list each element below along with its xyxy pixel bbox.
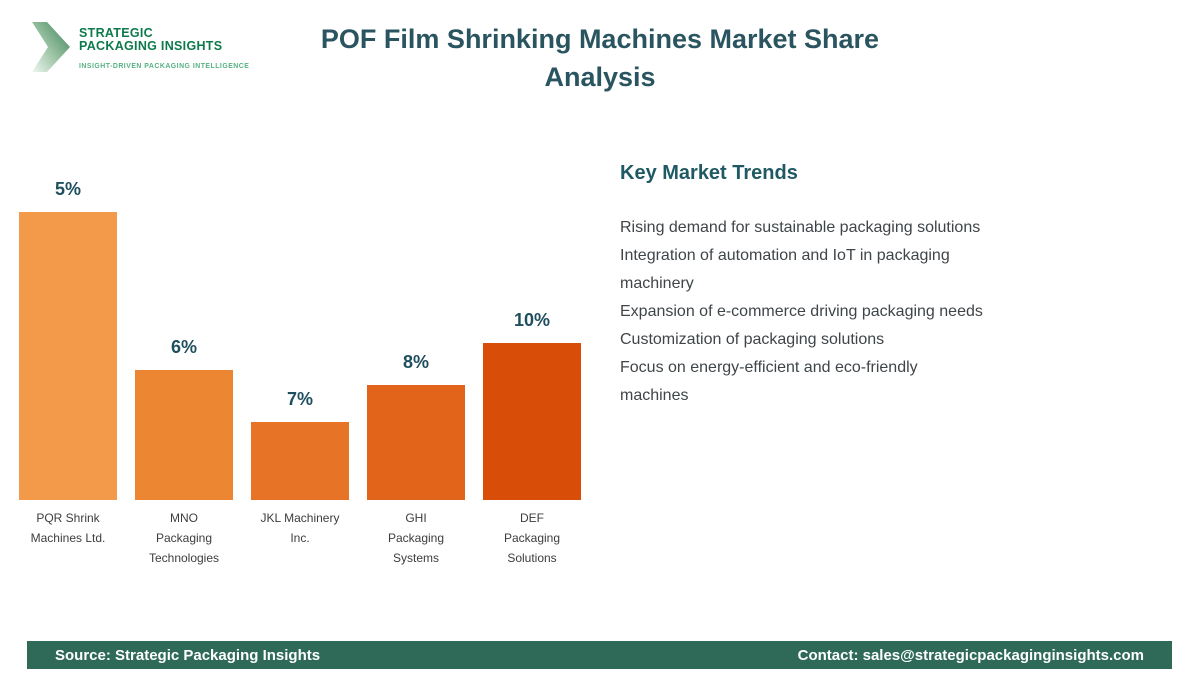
logo-text: STRATEGIC PACKAGING INSIGHTS INSIGHT-DRI… xyxy=(79,14,250,71)
chevron-logo-icon xyxy=(32,22,70,72)
trend-line: Focus on energy-efficient and eco-friend… xyxy=(620,359,918,376)
logo-name-line1: STRATEGIC xyxy=(79,26,153,40)
bar-chart: 5% 6% 7% 8% 10% xyxy=(19,172,581,500)
bar-def xyxy=(483,343,581,500)
key-market-trends-panel: Key Market Trends Rising demand for sust… xyxy=(620,161,1090,410)
trend-item: Customization of packaging solutions xyxy=(620,326,1090,354)
trend-line: Expansion of e-commerce driving packagin… xyxy=(620,303,983,320)
footer-source: Source: Strategic Packaging Insights xyxy=(55,646,321,664)
label-line: Inc. xyxy=(290,531,310,545)
page-title-line1: POF Film Shrinking Machines Market Share xyxy=(320,24,880,54)
category-label-mno: MNO Packaging Technologies xyxy=(135,500,233,568)
bar-group-def: 10% xyxy=(483,311,581,500)
trend-line: Integration of automation and IoT in pac… xyxy=(620,247,950,264)
bar-pqr xyxy=(19,212,117,500)
value-label: 8% xyxy=(402,352,429,372)
bar-ghi xyxy=(367,385,465,500)
label-line: PQR Shrink xyxy=(36,511,100,525)
value-label: 7% xyxy=(286,389,313,409)
label-line: Technologies xyxy=(148,551,220,565)
logo-name-line2: PACKAGING INSIGHTS xyxy=(79,39,223,53)
label-line: Machines Ltd. xyxy=(30,531,106,545)
page-title: POF Film Shrinking Machines Market Share… xyxy=(0,20,1200,96)
category-label-ghi: GHI Packaging Systems xyxy=(367,500,465,568)
bar-group-pqr: 5% xyxy=(19,180,117,500)
footer-bar: Source: Strategic Packaging Insights Con… xyxy=(27,641,1172,669)
company-logo: STRATEGIC PACKAGING INSIGHTS INSIGHT-DRI… xyxy=(32,14,249,72)
bar-mno xyxy=(135,370,233,500)
label-line: JKL Machinery xyxy=(260,511,340,525)
label-line: Packaging xyxy=(503,531,561,545)
category-label-jkl: JKL Machinery Inc. xyxy=(251,500,349,568)
label-line: Packaging xyxy=(387,531,445,545)
trend-item: Focus on energy-efficient and eco-friend… xyxy=(620,354,1090,410)
value-label: 10% xyxy=(513,310,551,330)
trend-item: Rising demand for sustainable packaging … xyxy=(620,214,1090,242)
label-line: Solutions xyxy=(507,551,557,565)
trend-item: Integration of automation and IoT in pac… xyxy=(620,242,1090,298)
bar-jkl xyxy=(251,422,349,500)
page-title-line2: Analysis xyxy=(544,62,656,92)
trend-item: Expansion of e-commerce driving packagin… xyxy=(620,298,1090,326)
trends-heading: Key Market Trends xyxy=(620,162,798,184)
label-line: MNO xyxy=(170,511,198,525)
trend-line: machinery xyxy=(620,275,694,292)
label-line: Packaging xyxy=(155,531,213,545)
value-label: 6% xyxy=(170,337,197,357)
trend-line: Rising demand for sustainable packaging … xyxy=(620,219,981,236)
bar-group-ghi: 8% xyxy=(367,353,465,500)
label-line: Systems xyxy=(392,551,439,565)
label-line: GHI xyxy=(405,511,427,525)
category-label-pqr: PQR Shrink Machines Ltd. xyxy=(19,500,117,568)
label-line: DEF xyxy=(520,511,544,525)
footer-contact: Contact: sales@strategicpackaginginsight… xyxy=(797,646,1144,664)
bar-group-mno: 6% xyxy=(135,338,233,500)
trend-line: Customization of packaging solutions xyxy=(620,331,885,348)
category-labels: PQR Shrink Machines Ltd. MNO Packaging T… xyxy=(19,500,581,568)
bar-group-jkl: 7% xyxy=(251,390,349,500)
trend-line: machines xyxy=(620,387,689,404)
value-label: 5% xyxy=(54,179,81,199)
category-label-def: DEF Packaging Solutions xyxy=(483,500,581,568)
logo-tagline: INSIGHT-DRIVEN PACKAGING INTELLIGENCE xyxy=(79,63,250,70)
